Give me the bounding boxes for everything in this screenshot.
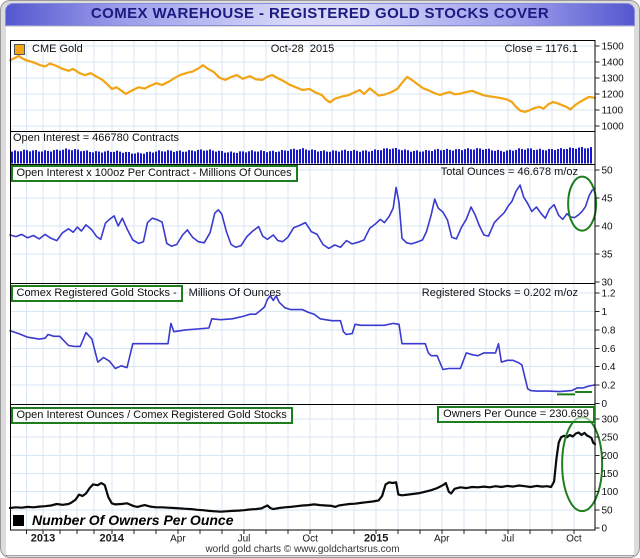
owners-stat: Owners Per Ounce = 230.699 <box>437 406 595 423</box>
window-title: COMEX WAREHOUSE - REGISTERED GOLD STOCKS… <box>90 5 550 22</box>
footer-credit: world gold charts © www.goldchartsrus.co… <box>205 544 400 555</box>
registered-title: Comex Registered Gold Stocks - Millions … <box>10 284 281 302</box>
ounces-title-box: Open Interest x 100oz Per Contract - Mil… <box>10 164 298 182</box>
cme-gold-swatch-icon <box>14 43 25 55</box>
owners-legend-swatch-icon <box>13 514 24 526</box>
ounces-title: Open Interest x 100oz Per Contract - Mil… <box>10 164 298 182</box>
owners-title: Open Interest Ounces / Comex Registered … <box>10 406 293 424</box>
date-label: Oct-28 2015 <box>270 43 335 55</box>
owners-per-ounce-value-box: Owners Per Ounce = 230.699 <box>437 406 595 423</box>
title-bar: COMEX WAREHOUSE - REGISTERED GOLD STOCKS… <box>5 3 635 26</box>
registered-title-suffix: Millions Of Ounces <box>188 287 281 299</box>
gold-legend: CME Gold <box>14 43 83 55</box>
registered-stocks-value: Registered Stocks = 0.202 m/oz <box>421 287 578 299</box>
registered-title-box: Comex Registered Gold Stocks - <box>10 284 183 302</box>
open-interest-label: Open Interest = 466780 Contracts <box>13 132 180 144</box>
owners-legend-label: Number Of Owners Per Ounce <box>32 512 234 528</box>
gold-legend-label: CME Gold <box>32 43 83 55</box>
chart-subtitle: Comparing open interest positions versus… <box>138 28 502 40</box>
owners-legend: Number Of Owners Per Ounce <box>13 512 234 528</box>
total-ounces-value: Total Ounces = 46.678 m/oz <box>440 166 578 178</box>
owners-title-box: Open Interest Ounces / Comex Registered … <box>10 406 293 424</box>
close-value: Close = 1176.1 <box>504 43 579 55</box>
